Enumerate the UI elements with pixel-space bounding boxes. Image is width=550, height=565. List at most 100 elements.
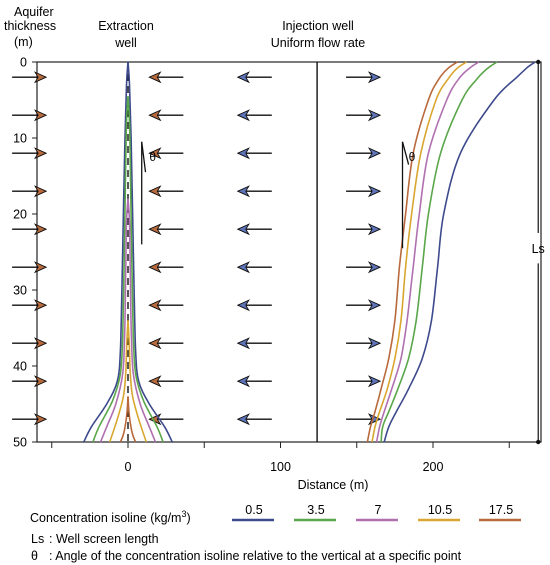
extraction-isoline-0.5-left [83,61,129,443]
flow-arrow-head [236,185,250,198]
legend-label: 3.5 [307,503,324,517]
flow-arrow [148,147,184,160]
legend-title-sup: 3 [181,509,186,519]
flow-arrow-head [148,185,162,198]
flow-arrow [148,375,184,388]
x-tick-label: 0 [125,460,132,474]
x-axis-label: Distance (m) [298,478,369,492]
flow-arrow [148,299,184,312]
injection-isoline-3.5 [380,61,498,443]
y-tick-label: 20 [13,208,27,222]
extraction-isoline-17.5-right [127,396,137,443]
flow-arrow [236,223,272,236]
flow-arrow [12,337,48,350]
legend-label: 10.5 [428,503,452,517]
injection-isoline-7 [375,61,480,443]
flow-arrow [346,223,382,236]
legend-title-close: ) [186,511,190,525]
flow-arrow [236,261,272,274]
injection-label-line-1: Injection well [282,19,354,33]
flow-arrow-head [148,299,162,312]
flow-arrow [346,375,382,388]
flow-arrow-head [33,147,48,160]
extraction-label-line-1: Extraction [98,19,154,33]
flow-arrow-head [148,147,162,160]
flow-arrow [236,71,272,84]
flow-arrow-head [148,223,162,236]
flow-arrow [236,337,272,350]
legend-label: 17.5 [489,503,513,517]
flow-arrow-head [33,109,48,122]
flow-arrow-head [33,185,48,198]
flow-arrow-head [236,413,250,426]
extraction-isoline-7-left [99,198,129,443]
isoline-curves [83,61,536,443]
legend-title: Concentration isoline (kg/m3) [30,509,191,525]
flow-arrow-head [236,261,250,274]
extraction-isoline-10.5-right [127,320,148,443]
theta-and-ls-markers: θ θ Ls [141,59,545,445]
legend-entry-17.5: 17.5 [479,503,521,522]
y-tick-label: 40 [13,360,27,374]
flow-arrow [12,71,48,84]
flow-arrow-head [236,223,250,236]
flow-arrows [12,71,382,426]
flow-arrow-head [236,299,250,312]
extraction-isoline-7-right [127,198,157,443]
flow-arrow [346,261,382,274]
flow-arrow-head [33,337,48,350]
ylabel-line-3: (m) [14,35,33,49]
theta-tangent-line [141,141,147,173]
injection-label-line-2: Uniform flow rate [271,36,366,50]
flow-arrow [12,375,48,388]
legend: Concentration isoline (kg/m3) 0.5 3.5 7 10.… [30,503,521,525]
note-ls-key: Ls [31,532,44,546]
flow-arrow [346,71,382,84]
flow-arrow-head [367,109,382,122]
note-theta-text: : Angle of the concentration isoline rel… [49,549,462,563]
header-labels: Aquifer thickness (m) Extraction well In… [4,5,365,50]
flow-arrow [346,185,382,198]
flow-arrow-head [33,261,48,274]
flow-arrow-head [148,109,162,122]
flow-arrow [148,261,184,274]
notes: Ls : Well screen length θ : Angle of the… [31,532,462,563]
theta-marker: θ [401,141,416,249]
flow-arrow-head [148,261,162,274]
flow-arrow-head [236,147,250,160]
legend-entry-7: 7 [356,503,398,522]
ls-dot-top [536,59,541,65]
flow-arrow [346,147,382,160]
injection-isoline-0.5 [383,61,536,443]
flow-arrow [236,375,272,388]
flow-arrow [346,337,382,350]
legend-label: 0.5 [245,503,262,517]
plot-frame [36,61,542,443]
ls-label: Ls [532,242,545,256]
flow-arrow [236,185,272,198]
flow-arrow [236,413,272,426]
note-ls-text: : Well screen length [49,532,159,546]
ls-marker: Ls [532,59,545,445]
y-tick-label: 50 [13,436,27,450]
legend-entry-3.5: 3.5 [294,503,336,522]
flow-arrow [346,299,382,312]
flow-arrow [346,109,382,122]
flow-arrow [148,185,184,198]
y-tick-label: 0 [20,56,27,70]
flow-arrow-head [367,185,382,198]
theta-marker: θ [141,141,156,245]
flow-arrow [12,261,48,274]
extraction-isoline-3.5-right [127,96,164,443]
flow-arrow-head [33,223,48,236]
flow-arrow [12,223,48,236]
flow-arrow [12,413,48,426]
ylabel-line-2: thickness [4,19,56,33]
flow-arrow [236,147,272,160]
flow-arrow [12,147,48,160]
flow-arrow-head [367,299,382,312]
theta-tangent-line [401,141,410,165]
flow-arrow-head [367,223,382,236]
axes: 0 10 20 30 40 50 0 100 200 [13,56,542,474]
